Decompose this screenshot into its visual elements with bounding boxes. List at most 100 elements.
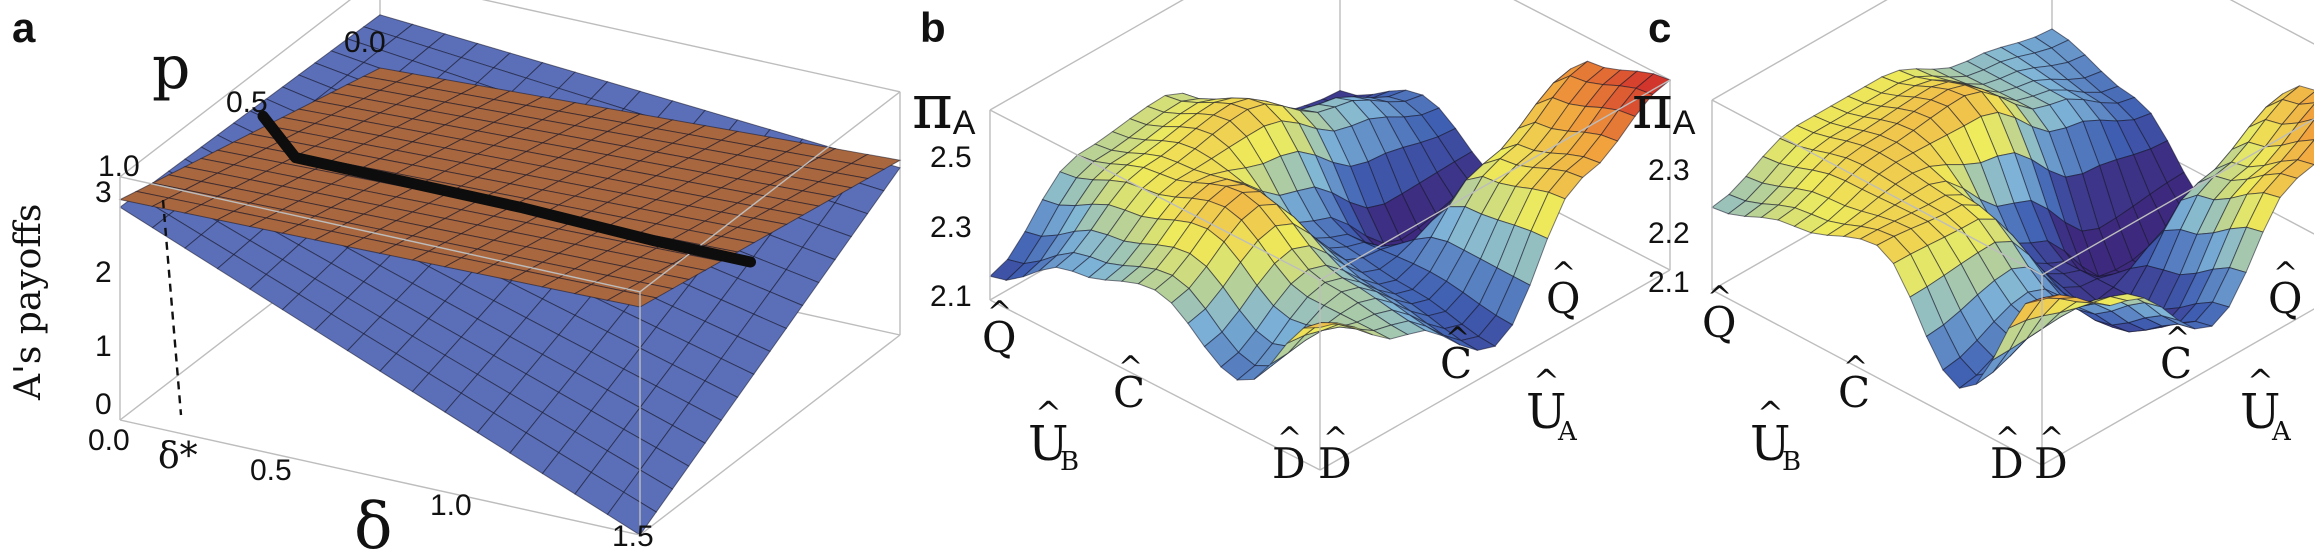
panel-c-zlabel: πA: [1632, 70, 1696, 143]
c-edge-bottom-front: [1711, 289, 2043, 466]
c-edge-bottom-right: [2041, 308, 2314, 466]
panel-b-surface: [988, 60, 1671, 381]
b-x-axis-label: UB ^: [1028, 394, 1079, 477]
svg-text:D: D: [1990, 439, 2024, 488]
b-x-tick-1: C^: [1113, 350, 1145, 417]
svg-text:^: ^: [1995, 421, 2020, 456]
c-y-tick-1: C^: [2160, 321, 2192, 388]
c-z-tick-2: 2.3: [1648, 154, 1690, 187]
svg-text:^: ^: [1533, 362, 1560, 400]
optimal-payoff-curve: [257, 110, 756, 268]
svg-text:C: C: [2160, 339, 2192, 388]
svg-text:A: A: [2271, 417, 2292, 447]
a-x-tick-3: 1.5: [612, 520, 654, 553]
svg-text:U: U: [1526, 384, 1566, 440]
c-x-tick-1: C^: [1838, 350, 1870, 417]
panel-c: c πA 2.3 2.2 2.1 Q^ C^ D^ UB^ D^ C^ Q^ U…: [1632, 0, 2314, 488]
svg-text:Q: Q: [1546, 274, 1580, 323]
delta-star-dashed-line: [161, 199, 183, 416]
c-edge-top-right: [2041, 118, 2314, 276]
svg-text:^: ^: [1843, 350, 1868, 385]
svg-text:B: B: [1782, 447, 1801, 477]
svg-text:D: D: [1272, 439, 1306, 488]
panel-c-surface: [1710, 28, 2314, 389]
svg-text:D: D: [2034, 439, 2068, 488]
c-x-axis-label: UB ^: [1750, 394, 1801, 477]
c-edge-top-left: [1711, 0, 1888, 101]
svg-text:^: ^: [1707, 280, 1732, 315]
a-x-tick-2: 1.0: [430, 489, 472, 522]
a-z-tick-2: 2: [95, 256, 112, 289]
b-x-tick-0: Q^: [982, 295, 1016, 362]
a-edge-top-back: [481, 0, 901, 93]
c-y-axis-label: UA ^: [2240, 362, 2292, 447]
orange-payoff-surface-cell: [606, 290, 658, 308]
svg-text:U: U: [2240, 384, 2280, 440]
b-y-axis-label: UA ^: [1526, 362, 1578, 447]
b-edge-top-front: [989, 109, 1321, 281]
svg-text:Q: Q: [2268, 274, 2302, 323]
svg-text:C: C: [1838, 368, 1870, 417]
panel-c-box-front: [1711, 99, 2314, 466]
svg-text:^: ^: [1035, 394, 1062, 432]
c-edge-top-front: [1711, 99, 2043, 276]
panel-b: b πA 2.5 2.3 2.1 Q^ C^ D^ UB^ D^ C^ Q^ U…: [912, 0, 1671, 488]
panel-b-box-front: [989, 79, 1671, 471]
svg-text:A: A: [1557, 417, 1578, 447]
c-x-tick-0: Q^: [1702, 280, 1736, 347]
a-z-tick-1: 1: [95, 330, 112, 363]
b-z-tick-1: 2.3: [930, 211, 972, 244]
a-edge-top-front: [119, 176, 641, 293]
a-x-tick-1: 0.5: [250, 454, 292, 487]
panel-a-letter: a: [12, 4, 36, 51]
panel-b-zlabel-main: π: [912, 70, 953, 143]
panel-c-letter: c: [1648, 4, 1671, 51]
a-y-tick-1: 0.5: [226, 86, 268, 119]
a-y-tick-2: 1.0: [98, 150, 140, 183]
b-y-tick-0: D^: [1318, 421, 1352, 488]
c-z-tick-0: 2.1: [1648, 266, 1690, 299]
c-y-tick-0: D^: [2034, 421, 2068, 488]
c-z-tick-1: 2.2: [1648, 217, 1690, 250]
a-y-tick-0: 0.0: [344, 26, 386, 59]
c-x-tick-2: D^: [1990, 421, 2024, 488]
b-y-tick-1: C^: [1440, 321, 1472, 388]
b-y-tick-2: Q^: [1546, 256, 1580, 323]
svg-text:^: ^: [2165, 321, 2190, 356]
panel-a-surfaces: [118, 14, 902, 536]
svg-text:^: ^: [2247, 362, 2274, 400]
a-z-tick-0: 0: [95, 388, 112, 421]
svg-text:^: ^: [1277, 421, 1302, 456]
blue-payoff-surface-cell: [606, 491, 657, 536]
svg-text:U: U: [1028, 416, 1068, 472]
panel-a-box-front: [119, 91, 901, 536]
panel-c-zlabel-sub: A: [1673, 104, 1696, 142]
c-y-tick-2: Q^: [2268, 256, 2302, 323]
a-edge-top-right: [639, 91, 901, 293]
b-edge-top-back: [1513, 0, 1671, 81]
svg-text:U: U: [1750, 416, 1790, 472]
svg-text:D: D: [1318, 439, 1352, 488]
svg-text:^: ^: [1323, 421, 1348, 456]
svg-text:^: ^: [1445, 321, 1470, 356]
panel-b-zlabel: πA: [912, 70, 976, 143]
panel-a: a A's payoffs p δ δ* 3 2 1 0 0.0 0.5 1.0…: [8, 0, 902, 555]
delta-star-label: δ*: [158, 436, 198, 477]
orange-payoff-surface: [118, 67, 902, 308]
svg-text:^: ^: [2039, 421, 2064, 456]
svg-text:^: ^: [2273, 256, 2298, 291]
panel-a-xlabel: δ: [354, 490, 393, 555]
svg-text:^: ^: [1551, 256, 1576, 291]
svg-text:^: ^: [987, 295, 1012, 330]
b-edge-bottom-front: [989, 299, 1321, 471]
panel-a-zlabel: A's payoffs: [8, 204, 49, 401]
b-edge-bottom-right: [1319, 269, 1671, 471]
svg-text:Q: Q: [1702, 298, 1736, 347]
a-x-tick-0: 0.0: [88, 424, 130, 457]
svg-text:Q: Q: [982, 313, 1016, 362]
svg-text:^: ^: [1757, 394, 1784, 432]
a-edge-bottom-right: [639, 334, 901, 536]
panel-b-zlabel-sub: A: [953, 104, 976, 142]
panel-a-ylabel: p: [152, 33, 190, 103]
